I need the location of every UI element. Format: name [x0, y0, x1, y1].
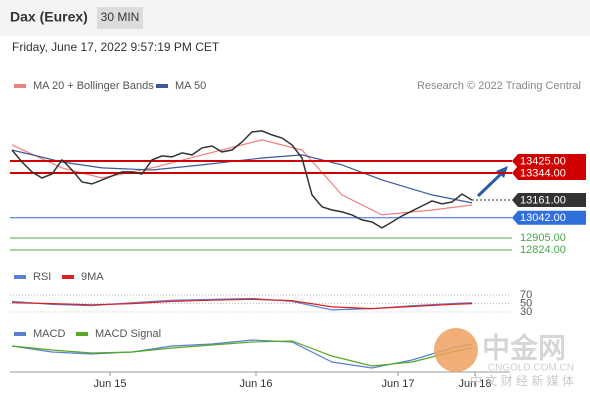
watermark-brand: 中金网 [482, 331, 566, 363]
level-label: 13042.00 [520, 212, 566, 224]
legend-label: 9MA [81, 271, 104, 283]
x-tick-label: Jun 17 [381, 378, 414, 390]
header-bar [0, 0, 590, 36]
level-label: 13425.00 [520, 155, 566, 167]
ma-line [11, 149, 473, 204]
level-label: 13161.00 [520, 194, 566, 206]
watermark-site: CNGOLD.COM.CN [488, 363, 574, 374]
x-tick-label: Jun 15 [93, 378, 126, 390]
credit: Research © 2022 Trading Central [417, 80, 581, 92]
watermark-logo [434, 328, 478, 372]
rsi-line [11, 298, 473, 310]
timestamp: Friday, June 17, 2022 9:57:19 PM CET [12, 40, 220, 54]
macd-line [11, 339, 473, 369]
level-box [512, 210, 586, 225]
legend-swatch [156, 84, 168, 88]
level-box [512, 193, 586, 208]
y-tick-label: 70 [520, 289, 532, 301]
legend-swatch [14, 275, 26, 279]
target-arrow [476, 170, 505, 198]
legend-swatch [76, 332, 88, 336]
ma-line [11, 139, 473, 216]
level-box [512, 165, 586, 180]
interval-label[interactable]: 30 MIN [101, 10, 140, 24]
legend-label: MA 50 [175, 80, 206, 92]
level-label: 12905.00 [520, 232, 566, 244]
level-label: 13344.00 [520, 167, 566, 179]
legend-swatch [14, 332, 26, 336]
legend-swatch [14, 84, 26, 88]
legend-swatch [62, 275, 74, 279]
interval-button[interactable] [97, 7, 143, 29]
price-line [11, 130, 473, 229]
legend-label: MA 20 + Bollinger Bands [33, 80, 154, 92]
watermark-tagline: 中 文 财 经 新 媒 体 [470, 373, 574, 388]
legend-label: RSI [33, 271, 51, 283]
level-label: 12824.00 [520, 244, 566, 256]
level-box [512, 153, 586, 168]
legend-label: MACD [33, 328, 65, 340]
macd-line [11, 340, 473, 367]
legend-label: MACD Signal [95, 328, 161, 340]
y-tick-label: 50 [520, 297, 532, 309]
rsi-line [11, 297, 473, 311]
chart-title: Dax (Eurex) [10, 9, 88, 25]
watermark: 中金网 CNGOLD.COM.CN 中 文 财 经 新 媒 体 [434, 328, 574, 388]
x-tick-label: Jun 16 [239, 378, 272, 390]
y-tick-label: 30 [520, 306, 532, 318]
x-tick-label: Jun 18 [458, 378, 491, 390]
